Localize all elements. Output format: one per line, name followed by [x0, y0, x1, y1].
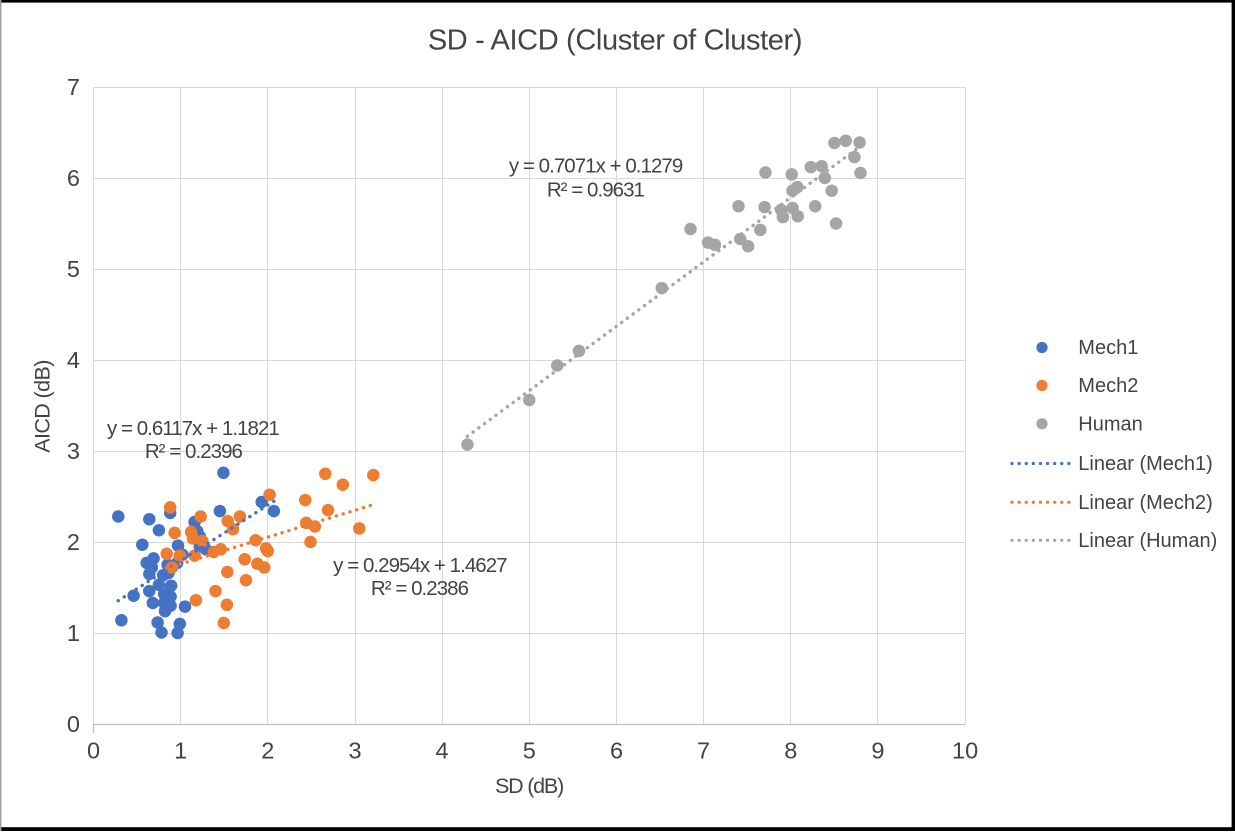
svg-text:y = 0.6117x + 1.1821: y = 0.6117x + 1.1821: [107, 417, 279, 440]
svg-text:0: 0: [87, 738, 100, 764]
svg-text:1: 1: [174, 738, 187, 764]
svg-text:10: 10: [952, 738, 978, 764]
svg-text:Human: Human: [1078, 414, 1142, 436]
svg-text:SD - AICD (Cluster of Cluster): SD - AICD (Cluster of Cluster): [428, 25, 802, 57]
svg-text:R² = 0.2386: R² = 0.2386: [371, 577, 469, 600]
svg-text:7: 7: [697, 738, 710, 764]
svg-text:4: 4: [67, 347, 80, 373]
svg-text:Linear (Human): Linear (Human): [1078, 530, 1217, 552]
svg-text:Linear (Mech2): Linear (Mech2): [1078, 492, 1213, 514]
svg-text:y = 0.7071x + 0.1279: y = 0.7071x + 0.1279: [509, 154, 683, 177]
svg-text:9: 9: [871, 738, 884, 764]
svg-text:Mech2: Mech2: [1078, 375, 1138, 397]
svg-text:R² = 0.2396: R² = 0.2396: [145, 440, 243, 463]
svg-text:5: 5: [523, 738, 536, 764]
svg-text:5: 5: [67, 256, 80, 282]
svg-text:8: 8: [784, 738, 797, 764]
svg-text:6: 6: [67, 165, 80, 191]
svg-text:6: 6: [610, 738, 623, 764]
svg-text:0: 0: [67, 711, 80, 737]
svg-text:Linear (Mech1): Linear (Mech1): [1078, 453, 1213, 475]
svg-text:7: 7: [67, 74, 80, 100]
svg-text:3: 3: [348, 738, 361, 764]
svg-text:SD (dB): SD (dB): [495, 774, 563, 798]
svg-text:4: 4: [436, 738, 449, 764]
svg-text:1: 1: [67, 620, 80, 646]
svg-text:Mech1: Mech1: [1078, 337, 1138, 359]
svg-text:2: 2: [261, 738, 274, 764]
svg-text:2: 2: [67, 529, 80, 555]
svg-text:R² = 0.9631: R² = 0.9631: [547, 178, 645, 201]
svg-text:AICD (dB): AICD (dB): [31, 360, 55, 453]
svg-text:3: 3: [67, 438, 80, 464]
svg-text:y = 0.2954x + 1.4627: y = 0.2954x + 1.4627: [333, 554, 507, 577]
